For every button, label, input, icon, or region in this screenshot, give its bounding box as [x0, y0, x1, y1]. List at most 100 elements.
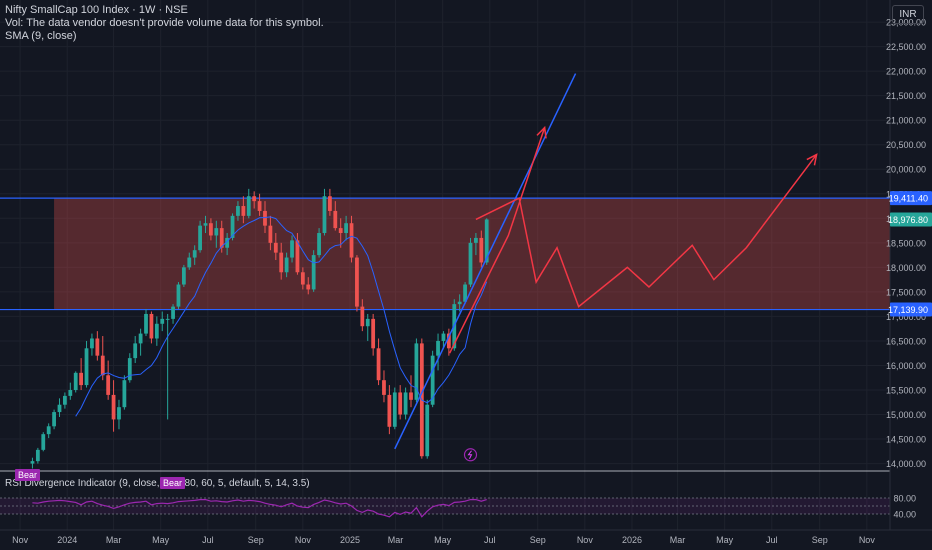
time-tick-label: Sep [530, 535, 546, 545]
candle-body [160, 318, 165, 324]
candle-body [268, 225, 273, 243]
candle-body [73, 372, 78, 390]
candle-body [133, 343, 138, 359]
time-tick-label: Nov [577, 535, 594, 545]
price-tick-label: 16,500.00 [886, 336, 926, 346]
time-tick-label: 2024 [57, 535, 77, 545]
currency-selector[interactable]: INR [892, 5, 924, 24]
candle-body [468, 242, 473, 285]
candle-body [106, 375, 111, 395]
chart-grid [0, 0, 890, 530]
candle-body [300, 272, 305, 285]
price-tick-label: 21,500.00 [886, 91, 926, 101]
candle-body [176, 284, 181, 307]
price-tick-label: 17,500.00 [886, 287, 926, 297]
price-tick-label: 15,500.00 [886, 386, 926, 396]
candle-body [214, 228, 219, 236]
event-marker-icon[interactable] [463, 448, 478, 462]
candle-body [230, 215, 235, 238]
candle-body [344, 223, 349, 234]
candle-body [187, 257, 192, 268]
price-tick-label: 20,500.00 [886, 140, 926, 150]
candle-body [436, 340, 440, 356]
candle-body [425, 404, 430, 457]
time-tick-label: Mar [106, 535, 122, 545]
price-tick-label: 15,000.00 [886, 410, 926, 420]
candle-body [181, 267, 186, 285]
candle-body [317, 233, 321, 256]
candle-body [46, 426, 51, 435]
candle-body [327, 196, 332, 211]
candle-body [387, 394, 392, 427]
time-tick-label: Nov [859, 535, 876, 545]
candle-body [474, 237, 478, 243]
price-tick-label: 16,000.00 [886, 361, 926, 371]
time-tick-label: Sep [248, 535, 264, 545]
price-axis-bg [890, 0, 932, 550]
candle-body [295, 240, 300, 273]
time-tick-label: May [434, 535, 452, 545]
price-tick-label: 17,000.00 [886, 312, 926, 322]
lightning-icon [467, 450, 473, 459]
candle-body [365, 318, 370, 327]
candle-body [95, 338, 100, 356]
range-zone [0, 197, 891, 311]
price-badges: 19,411.40 18,976.80 17,139.90 [888, 191, 932, 317]
candle-body [57, 404, 62, 413]
candle-body [409, 392, 413, 400]
rsi-legend[interactable]: RSI Divergence Indicator (9, close, 3, 1… [5, 478, 310, 489]
candle-body [273, 242, 278, 253]
sma-legend[interactable]: SMA (9, close) [5, 30, 77, 42]
candle-body [392, 392, 397, 427]
projection-arrowhead [536, 125, 547, 139]
candle-body [311, 255, 316, 290]
candle-body [111, 394, 116, 420]
candle-body [398, 392, 403, 415]
time-tick-label: Sep [812, 535, 828, 545]
candle-body [252, 196, 257, 202]
candle-body [382, 380, 386, 395]
sma-layer [75, 216, 488, 417]
candlestick-series [30, 188, 489, 469]
candle-body [192, 250, 197, 258]
candle-body [117, 407, 121, 420]
time-tick-label: Mar [388, 535, 404, 545]
candle-body [371, 318, 376, 349]
price-badge-bg [890, 191, 932, 206]
time-tick-label: 2025 [340, 535, 360, 545]
candle-body [284, 257, 289, 273]
chart-legend: Nifty SmallCap 100 Index · 1W · NSE Vol:… [5, 4, 324, 43]
price-axis[interactable]: 14,000.00 14,500.00 15,000.00 15,500.00 16,0… [886, 0, 932, 550]
projection-path[interactable] [475, 154, 818, 308]
candle-body [441, 333, 446, 341]
time-tick-label: May [152, 535, 170, 545]
time-tick-label: May [716, 535, 734, 545]
time-tick-label: Jul [484, 535, 496, 545]
time-axis[interactable]: Nov 2024 Mar May Jul Sep Nov 2025 Mar May Jul Sep No… [0, 529, 932, 545]
rsi-tick-label: 40.00 [893, 510, 916, 520]
symbol-title[interactable]: Nifty SmallCap 100 Index · 1W · NSE [5, 4, 188, 16]
projection-path[interactable] [448, 127, 546, 354]
candle-body [333, 210, 338, 229]
candle-body [290, 240, 294, 258]
price-badge-bg [890, 212, 932, 227]
candle-body [457, 301, 462, 305]
drawing-layer[interactable] [394, 73, 818, 462]
candle-body [144, 313, 148, 334]
price-tick-label: 18,000.00 [886, 263, 926, 273]
candle-body [349, 223, 354, 258]
candle-body [414, 343, 419, 400]
rsi-bear-badge: Bear [15, 469, 41, 481]
candle-body [257, 201, 262, 211]
candle-body [360, 306, 365, 327]
price-badge-bg [890, 302, 932, 317]
price-tick-label: 14,000.00 [886, 459, 926, 469]
price-tick-label: 22,500.00 [886, 42, 926, 52]
candle-body [463, 284, 467, 302]
candle-body [219, 228, 224, 248]
candle-body [198, 225, 202, 251]
rsi-line [32, 499, 487, 518]
time-tick-label: Mar [670, 535, 686, 545]
candle-body [246, 196, 251, 216]
